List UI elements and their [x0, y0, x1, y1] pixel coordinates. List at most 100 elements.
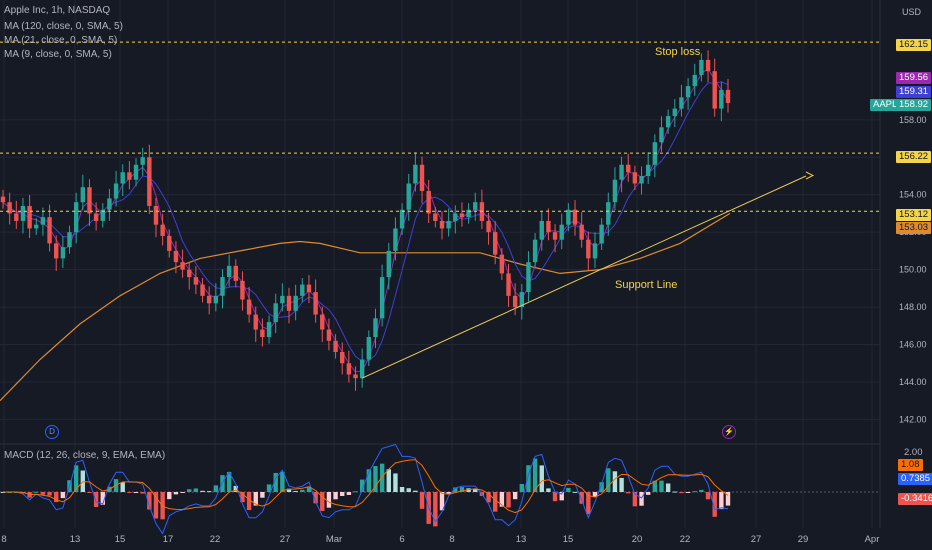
macd-hist-bar [253, 492, 258, 506]
x-tick-label: 8 [1, 534, 6, 545]
macd-hist-bar [566, 487, 571, 492]
candle-body [645, 164, 651, 176]
candle-body [260, 329, 265, 338]
support-trendline[interactable] [361, 171, 815, 379]
macd-hist-bar [446, 492, 451, 494]
candle-body [512, 295, 518, 308]
candle-body [459, 213, 465, 218]
y-tick-label: 158.00 [899, 115, 927, 125]
candle-body [140, 157, 145, 165]
macd-hist-bar [413, 490, 418, 492]
candle-body [359, 359, 365, 379]
horizontal-levels[interactable] [0, 41, 880, 212]
candle-body [273, 303, 278, 323]
candle-body [147, 157, 152, 206]
macd-hist-bar [386, 469, 391, 492]
candle-body [592, 243, 598, 259]
symbol-title: Apple Inc, 1h, NASDAQ [4, 5, 111, 16]
candle-body [579, 224, 584, 240]
candle-body [539, 220, 544, 240]
y-tick-label: 150.00 [899, 265, 927, 275]
candle-body [659, 127, 664, 143]
candle-body [67, 232, 72, 248]
candle-body [320, 314, 325, 330]
macd-hist-bar [499, 492, 505, 507]
candle-body [27, 205, 32, 229]
stop-loss-annotation[interactable]: Stop loss [655, 46, 701, 58]
candle-body [499, 254, 505, 274]
macd-hist-bar [73, 465, 79, 492]
macd-hist-bar [592, 492, 598, 497]
candle-body [379, 277, 385, 319]
support-line-annotation[interactable]: Support Line [615, 279, 678, 291]
macd-hist-bar [193, 488, 199, 492]
macd-hist-bar [246, 492, 252, 511]
candle-body [333, 340, 338, 352]
macd-hist-bar [200, 490, 205, 492]
candle-body [639, 176, 644, 184]
candle-body [439, 220, 445, 229]
ma9-path [2, 67, 729, 373]
x-tick-label: 13 [516, 534, 527, 545]
candle-body [0, 196, 6, 203]
macd-hist-bar [639, 492, 644, 506]
macd-hist-bar [705, 492, 711, 500]
time-axis[interactable]: 8 13 15 17 22 27 Mar 6 8 13 15 20 22 27 29 Apr [1, 534, 879, 545]
macd-hist-bar [173, 492, 179, 495]
macd-hist-bar [433, 492, 438, 527]
candle-body [60, 247, 66, 259]
macd-hist-bar [725, 492, 731, 506]
candle-body [173, 250, 179, 263]
candle-body [34, 224, 39, 229]
x-tick-label: Mar [326, 534, 342, 545]
ma120-legend[interactable]: MA (120, close, 0, SMA, 5) [4, 21, 123, 32]
candle-body [725, 89, 731, 103]
macd-hist-bar [619, 477, 624, 492]
candle-body [14, 213, 19, 221]
macd-hist-bar [366, 469, 372, 492]
macd-hist-bar [486, 492, 491, 503]
dividend-icon[interactable]: D [45, 425, 59, 439]
macd-hist-bar [373, 466, 378, 492]
x-tick-label: 15 [115, 534, 126, 545]
level-162-tag: 162.15 [896, 39, 932, 51]
macd-hist-bar [60, 492, 66, 499]
macd-hist-bar [699, 489, 704, 492]
ma9-legend[interactable]: MA (9, close, 0, SMA, 5) [4, 49, 112, 60]
candle-body [493, 232, 498, 255]
macd-hist-bar [167, 492, 172, 500]
candle-body [552, 232, 558, 240]
candle-body [719, 89, 724, 109]
macd-legend[interactable]: MACD (12, 26, close, 9, EMA, EMA) [4, 450, 166, 461]
candle-body [346, 363, 352, 375]
macd-hist-bar [539, 465, 544, 492]
earnings-icon[interactable]: ⚡ [722, 425, 736, 439]
macd-hist-bar [313, 492, 318, 504]
candle-body [113, 183, 119, 199]
candle-body [559, 224, 564, 240]
ma9-value-tag: 159.56 [896, 72, 932, 84]
macd-hist-bar [147, 492, 152, 510]
macd-hist-bar [493, 492, 498, 512]
macd-hist-bar [220, 475, 225, 492]
macd-hist-bar [326, 492, 332, 508]
macd-hist-bar [153, 492, 159, 519]
candle-body [406, 183, 411, 210]
ma120-value-tag: 153.03 [896, 222, 932, 234]
candle-body [532, 239, 538, 263]
candle-body [353, 374, 358, 379]
level-156-tag: 156.22 [896, 151, 932, 163]
macd-hist-bar [333, 492, 338, 500]
macd-hist-bar [659, 480, 664, 492]
macd-hist-bar [606, 468, 611, 492]
macd-hist-bar [519, 484, 525, 492]
macd-hist-bar [559, 492, 564, 501]
macd-hist-bar [346, 492, 352, 495]
ma21-legend[interactable]: MA (21, close, 0, SMA, 5) [4, 35, 118, 46]
macd-value-tag: 0.7385 [898, 473, 932, 485]
candle-body [619, 164, 624, 180]
macd-hist-bar [293, 491, 298, 493]
signal-line [3, 459, 729, 514]
macd-hist-bar [692, 491, 697, 493]
